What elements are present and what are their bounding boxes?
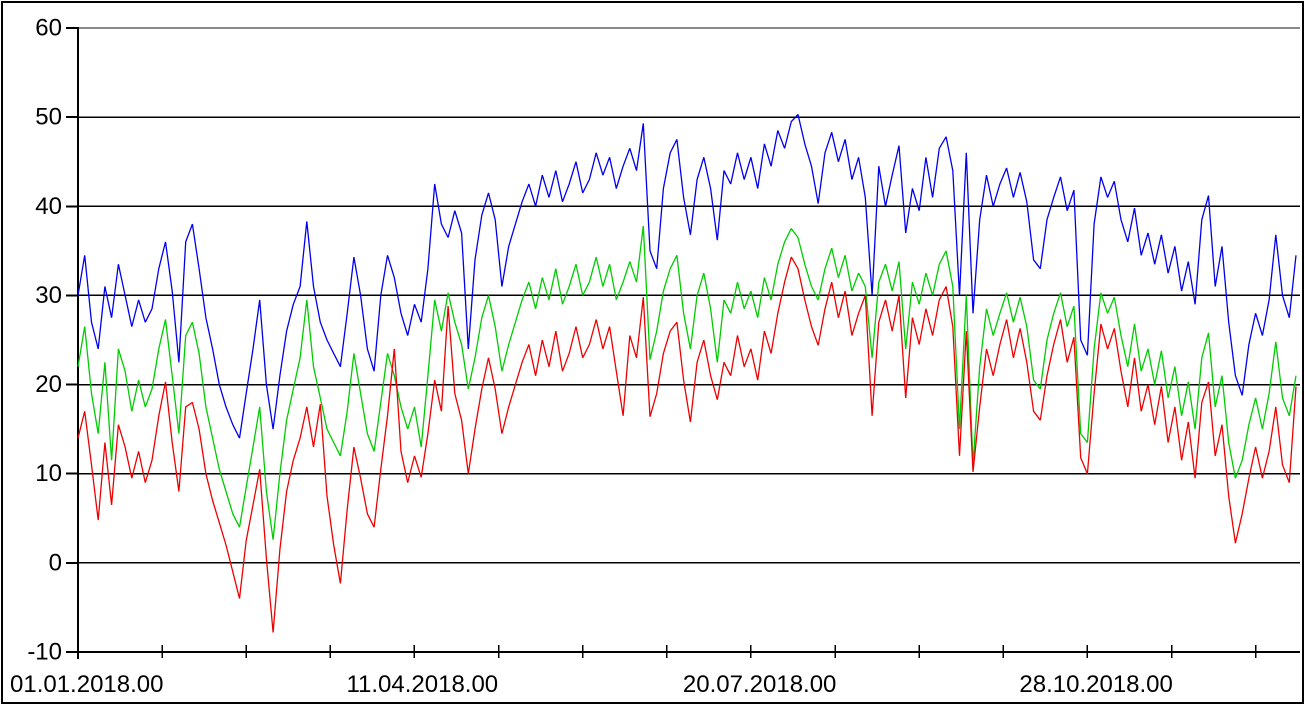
axes-group — [76, 27, 1300, 659]
x-axis-label: 01.01.2018.00 — [10, 671, 163, 698]
data-series-group — [77, 114, 1297, 633]
y-axis-label: 60 — [35, 15, 62, 42]
x-axis-label: 20.07.2018.00 — [683, 671, 836, 698]
y-axis-label: 30 — [35, 282, 62, 309]
x-axis-label: 11.04.2018.00 — [346, 671, 498, 698]
series-line-lower-red — [77, 256, 1297, 633]
y-axis-label: 10 — [35, 460, 62, 487]
axis-labels-group: 60 50 40 30 20 10 0 -10 01.01.2018.00 11.04.2018.… — [10, 15, 1173, 699]
ticks-group — [66, 27, 1257, 658]
x-axis-label: 28.10.2018.00 — [1019, 671, 1172, 698]
y-axis-label: 20 — [35, 371, 62, 398]
y-axis-label: 50 — [35, 104, 62, 131]
gridlines-group — [78, 27, 1300, 564]
y-axis-label: -10 — [27, 639, 62, 666]
series-line-middle-green — [77, 225, 1297, 540]
y-axis-label: 0 — [49, 549, 62, 576]
y-axis-label: 40 — [35, 193, 62, 220]
series-line-upper-blue — [77, 114, 1297, 439]
